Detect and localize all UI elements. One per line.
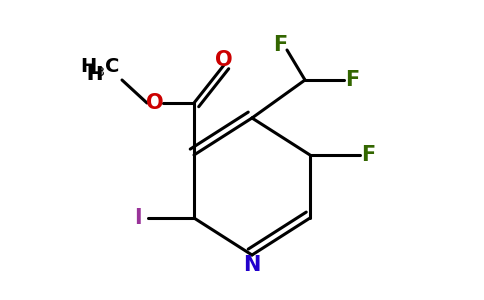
Text: F: F (361, 145, 375, 165)
Text: O: O (215, 50, 233, 70)
Text: H: H (87, 65, 103, 85)
Text: H: H (80, 56, 96, 76)
Text: F: F (273, 35, 287, 55)
Text: H: H (87, 65, 103, 85)
Text: 3: 3 (96, 65, 104, 79)
Text: C: C (105, 56, 119, 76)
Text: O: O (146, 93, 164, 113)
Text: I: I (134, 208, 142, 228)
Text: N: N (243, 255, 261, 275)
Text: F: F (345, 70, 359, 90)
